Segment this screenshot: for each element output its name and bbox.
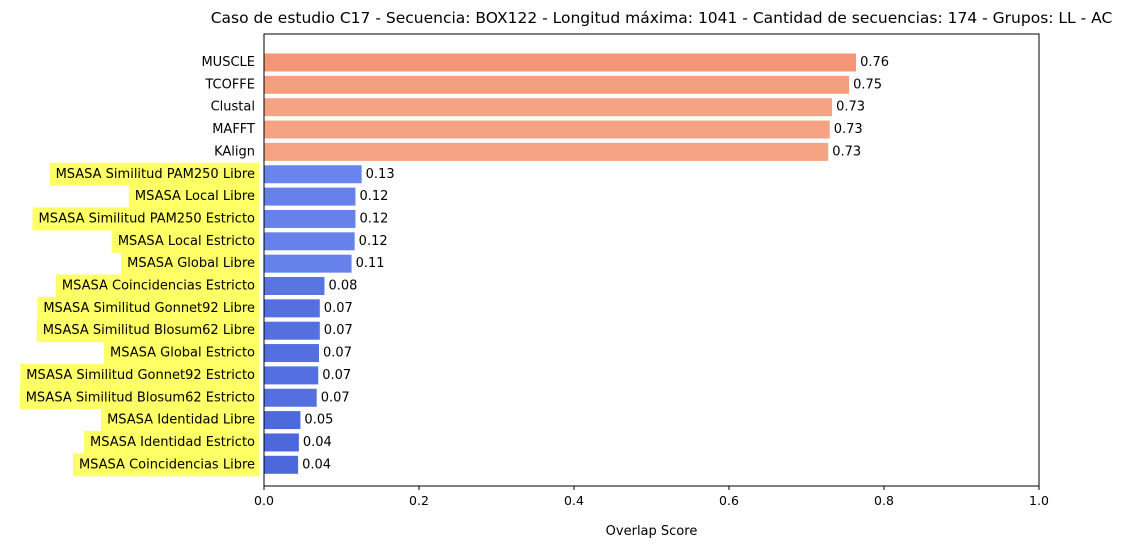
value-labels: 0.76 0.75 0.73 0.73 0.73 0.13 0.12 0.12 0.12 0.11…: [302, 55, 889, 472]
label-highlight: [37, 296, 259, 320]
x-tick-label: 0.0: [254, 493, 274, 508]
label-highlights: [19, 162, 260, 477]
value-label: 0.12: [359, 211, 388, 226]
bar: [264, 455, 299, 474]
value-label: 0.07: [324, 301, 353, 316]
category-label: MSASA Similitud Gonnet92 Estricto: [26, 368, 255, 383]
label-highlight: [121, 252, 259, 276]
category-label: MSASA Coincidencias Estricto: [62, 279, 255, 294]
value-label: 0.07: [324, 323, 353, 338]
value-label: 0.08: [328, 279, 357, 294]
category-label: MSASA Similitud PAM250 Libre: [56, 167, 255, 182]
label-highlight: [19, 386, 260, 410]
label-highlight: [104, 341, 260, 365]
x-axis-ticks: 0.0 0.2 0.4 0.6 0.8 1.0: [254, 486, 1049, 508]
x-tick-label: 1.0: [1029, 493, 1049, 508]
bar: [264, 142, 829, 161]
category-labels: MUSCLE TCOFFE Clustal MAFFT KAlign MSASA Simi…: [26, 55, 255, 472]
label-highlight: [32, 207, 260, 231]
bar: [264, 254, 352, 273]
category-label: MUSCLE: [201, 55, 255, 70]
category-label: MSASA Coincidencias Libre: [79, 457, 255, 472]
x-tick-label: 0.4: [564, 493, 584, 508]
bar: [264, 232, 355, 251]
value-label: 0.13: [366, 167, 395, 182]
x-tick-label: 0.2: [409, 493, 429, 508]
value-label: 0.04: [302, 457, 331, 472]
category-label: TCOFFE: [204, 77, 255, 92]
category-label: MSASA Global Estricto: [110, 346, 255, 361]
value-label: 0.73: [836, 100, 865, 115]
category-label: MSASA Identidad Libre: [107, 413, 255, 428]
value-label: 0.07: [323, 346, 352, 361]
value-label: 0.73: [832, 144, 861, 159]
bar: [264, 433, 299, 452]
value-label: 0.76: [860, 55, 889, 70]
value-label: 0.12: [359, 234, 388, 249]
category-label: KAlign: [214, 144, 255, 159]
label-highlight: [55, 274, 260, 298]
label-highlight: [36, 319, 260, 343]
bar: [264, 187, 356, 206]
bar: [264, 388, 317, 407]
label-highlight: [111, 229, 260, 253]
bar: [264, 344, 320, 363]
category-label: MSASA Similitud Gonnet92 Libre: [43, 301, 255, 316]
category-label: MSASA Local Libre: [135, 189, 255, 204]
category-label: MSASA Identidad Estricto: [90, 435, 255, 450]
label-highlight: [20, 363, 260, 387]
bar: [264, 366, 319, 385]
category-label: MSASA Local Estricto: [118, 234, 255, 249]
category-label: MAFFT: [212, 122, 255, 137]
plot-frame: [263, 33, 1040, 487]
x-axis-label: Overlap Score: [606, 524, 698, 539]
value-label: 0.12: [359, 189, 388, 204]
bar: [264, 321, 320, 340]
value-label: 0.11: [356, 256, 385, 271]
bar: [264, 299, 320, 318]
bars: [264, 53, 857, 474]
label-highlight: [49, 162, 259, 186]
bar: [264, 277, 325, 295]
bar: [264, 209, 356, 228]
label-highlight: [84, 430, 260, 454]
category-label: MSASA Similitud Blosum62 Estricto: [26, 390, 255, 405]
bar: [264, 53, 857, 72]
x-tick-label: 0.6: [719, 493, 739, 508]
bar: [264, 411, 301, 430]
bar: [264, 75, 850, 94]
category-label: MSASA Similitud Blosum62 Libre: [43, 323, 255, 338]
bar: [264, 98, 833, 117]
category-label: MSASA Global Libre: [127, 256, 255, 271]
value-label: 0.07: [321, 390, 350, 405]
value-label: 0.73: [834, 122, 863, 137]
label-highlight: [101, 408, 259, 432]
x-tick-label: 0.8: [874, 493, 894, 508]
chart-title: Caso de estudio C17 - Secuencia: BOX122 …: [211, 9, 1113, 27]
bar: [264, 120, 830, 139]
category-label: MSASA Similitud PAM250 Estricto: [38, 211, 255, 226]
value-label: 0.04: [303, 435, 332, 450]
bar: [264, 165, 362, 184]
value-label: 0.75: [853, 77, 882, 92]
category-label: Clustal: [211, 100, 255, 115]
value-label: 0.05: [304, 413, 333, 428]
label-highlight: [128, 185, 259, 209]
label-highlight: [72, 453, 260, 477]
value-label: 0.07: [322, 368, 351, 383]
